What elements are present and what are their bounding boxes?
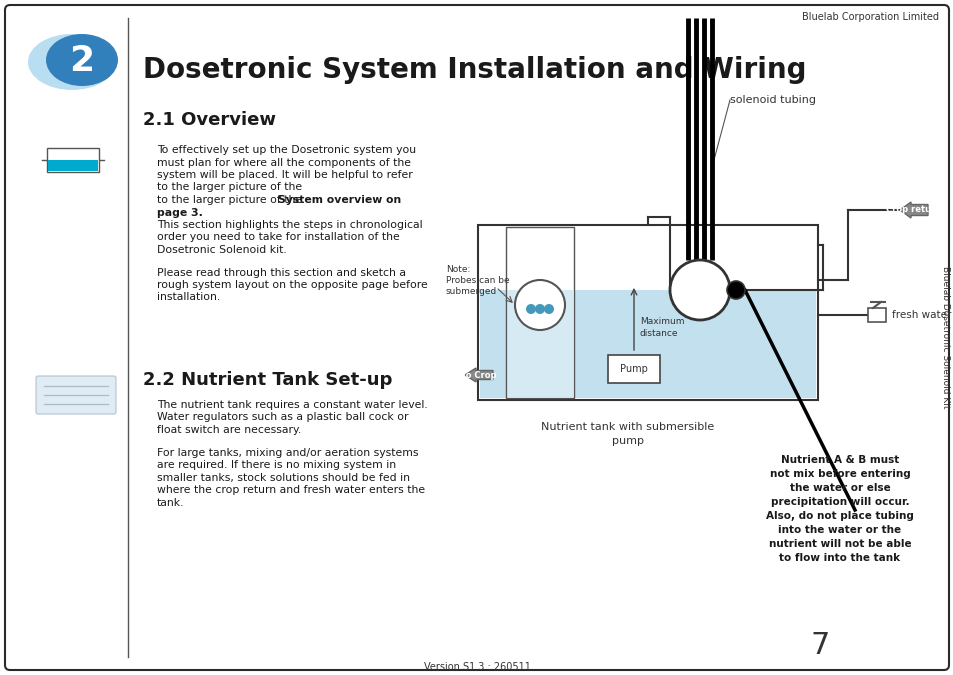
Bar: [867, 308, 885, 322]
Circle shape: [515, 280, 564, 330]
Ellipse shape: [28, 34, 116, 90]
Text: The nutrient tank requires a constant water level.: The nutrient tank requires a constant wa…: [157, 400, 427, 410]
Text: Water regulators such as a plastic ball cock or: Water regulators such as a plastic ball …: [157, 412, 408, 423]
Text: Dosetronic System Installation and Wiring: Dosetronic System Installation and Wirin…: [143, 56, 805, 84]
Text: Pump: Pump: [619, 364, 647, 374]
Text: not mix before entering: not mix before entering: [769, 469, 909, 479]
Text: page 3.: page 3.: [157, 207, 203, 217]
Text: System overview on: System overview on: [277, 195, 401, 205]
Text: Maximum: Maximum: [639, 317, 684, 327]
Text: Bluelab Corporation Limited: Bluelab Corporation Limited: [801, 12, 938, 22]
Bar: [607, 355, 659, 383]
Text: pump: pump: [612, 436, 643, 446]
Text: Dosetronic Solenoid kit.: Dosetronic Solenoid kit.: [157, 245, 287, 255]
Text: Probes can be: Probes can be: [446, 276, 509, 285]
Text: fresh water in: fresh water in: [891, 310, 953, 320]
Text: Version S1.3 : 260511: Version S1.3 : 260511: [423, 662, 530, 672]
Text: 2.2 Nutrient Tank Set-up: 2.2 Nutrient Tank Set-up: [143, 371, 392, 389]
Text: Nutrient tank with submersible: Nutrient tank with submersible: [540, 422, 714, 432]
Text: 2.1 Overview: 2.1 Overview: [143, 111, 275, 129]
Text: 7: 7: [809, 630, 829, 659]
Text: order you need to take for installation of the: order you need to take for installation …: [157, 232, 399, 242]
Circle shape: [726, 281, 744, 299]
Text: Crop return: Crop return: [885, 205, 941, 215]
Circle shape: [525, 304, 536, 314]
Text: Note:: Note:: [446, 265, 470, 274]
Text: 2: 2: [70, 44, 94, 78]
Text: must plan for where all the components of the: must plan for where all the components o…: [157, 157, 411, 167]
Bar: [477, 225, 817, 400]
Text: distance: distance: [639, 329, 678, 338]
Text: Please read through this section and sketch a: Please read through this section and ske…: [157, 267, 406, 277]
Text: To effectively set up the Dosetronic system you: To effectively set up the Dosetronic sys…: [157, 145, 416, 155]
Text: smaller tanks, stock solutions should be fed in: smaller tanks, stock solutions should be…: [157, 472, 410, 483]
Text: Bluelab Dosetronic Solenoid Kit: Bluelab Dosetronic Solenoid Kit: [941, 266, 949, 408]
Text: tank.: tank.: [157, 497, 184, 508]
Text: float switch are necessary.: float switch are necessary.: [157, 425, 301, 435]
Text: the water or else: the water or else: [789, 483, 889, 493]
Ellipse shape: [46, 34, 118, 86]
Circle shape: [535, 304, 544, 314]
Circle shape: [543, 304, 554, 314]
Text: For large tanks, mixing and/or aeration systems: For large tanks, mixing and/or aeration …: [157, 448, 418, 458]
Bar: [479, 290, 815, 398]
Text: to the larger picture of the: to the larger picture of the: [157, 195, 305, 205]
Text: To Crop: To Crop: [460, 371, 497, 379]
Bar: [506, 290, 573, 397]
Text: Also, do not place tubing: Also, do not place tubing: [765, 511, 913, 521]
Circle shape: [669, 260, 729, 320]
Text: solenoid tubing: solenoid tubing: [729, 95, 815, 105]
Text: installation.: installation.: [157, 292, 220, 302]
Text: This section highlights the steps in chronological: This section highlights the steps in chr…: [157, 220, 422, 230]
Text: are required. If there is no mixing system in: are required. If there is no mixing syst…: [157, 460, 395, 470]
FancyBboxPatch shape: [5, 5, 948, 670]
Bar: [47, 148, 99, 172]
Text: into the water or the: into the water or the: [778, 525, 901, 535]
FancyBboxPatch shape: [36, 376, 116, 414]
FancyArrow shape: [464, 368, 493, 382]
Text: Nutrient A & B must: Nutrient A & B must: [781, 455, 898, 465]
Bar: [505, 227, 574, 398]
Text: to the larger picture of the: to the larger picture of the: [157, 182, 305, 192]
Text: system will be placed. It will be helpful to refer: system will be placed. It will be helpfu…: [157, 170, 413, 180]
Bar: [48, 160, 98, 171]
Text: precipitation will occur.: precipitation will occur.: [770, 497, 908, 507]
Text: rough system layout on the opposite page before: rough system layout on the opposite page…: [157, 280, 427, 290]
FancyArrow shape: [899, 202, 927, 218]
Text: to flow into the tank: to flow into the tank: [779, 553, 900, 563]
Text: submerged: submerged: [446, 287, 497, 296]
Text: nutrient will not be able: nutrient will not be able: [768, 539, 910, 549]
Text: where the crop return and fresh water enters the: where the crop return and fresh water en…: [157, 485, 425, 495]
